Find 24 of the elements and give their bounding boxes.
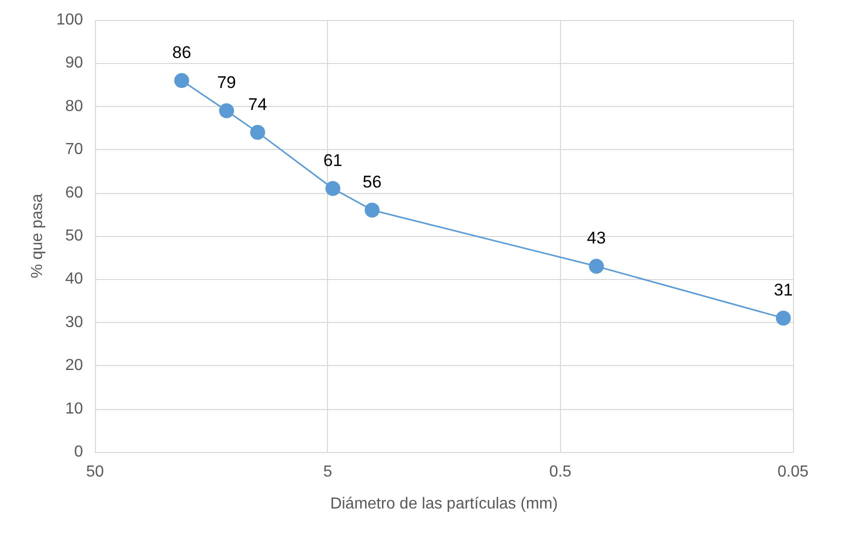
data-label: 31 bbox=[774, 280, 793, 300]
y-axis-title: % que pasa bbox=[28, 194, 46, 278]
data-label: 79 bbox=[217, 73, 236, 92]
x-axis-title: Diámetro de las partículas (mm) bbox=[330, 496, 558, 512]
y-tick-label: 40 bbox=[65, 270, 84, 288]
x-tick-label: 0.05 bbox=[777, 464, 809, 480]
y-tick-label: 20 bbox=[65, 357, 84, 374]
y-tick-label: 50 bbox=[65, 228, 84, 244]
y-tick-label: 70 bbox=[65, 141, 84, 158]
y-tick-label: 10 bbox=[65, 400, 84, 418]
y-tick-label: 100 bbox=[56, 12, 84, 28]
data-label: 74 bbox=[248, 94, 268, 114]
data-label: 56 bbox=[362, 172, 382, 192]
data-label: 86 bbox=[172, 42, 192, 62]
x-tick-label: 0.5 bbox=[549, 464, 572, 480]
y-tick-label: 80 bbox=[65, 98, 84, 115]
data-label: 43 bbox=[586, 228, 606, 248]
x-tick-label: 5 bbox=[323, 464, 332, 480]
y-tick-label: 30 bbox=[65, 314, 84, 331]
y-tick-label: 90 bbox=[65, 54, 84, 72]
x-tick-label: 50 bbox=[86, 464, 104, 480]
y-tick-label: 60 bbox=[65, 184, 84, 202]
y-tick-label: 0 bbox=[74, 444, 84, 460]
data-label: 61 bbox=[323, 150, 342, 170]
